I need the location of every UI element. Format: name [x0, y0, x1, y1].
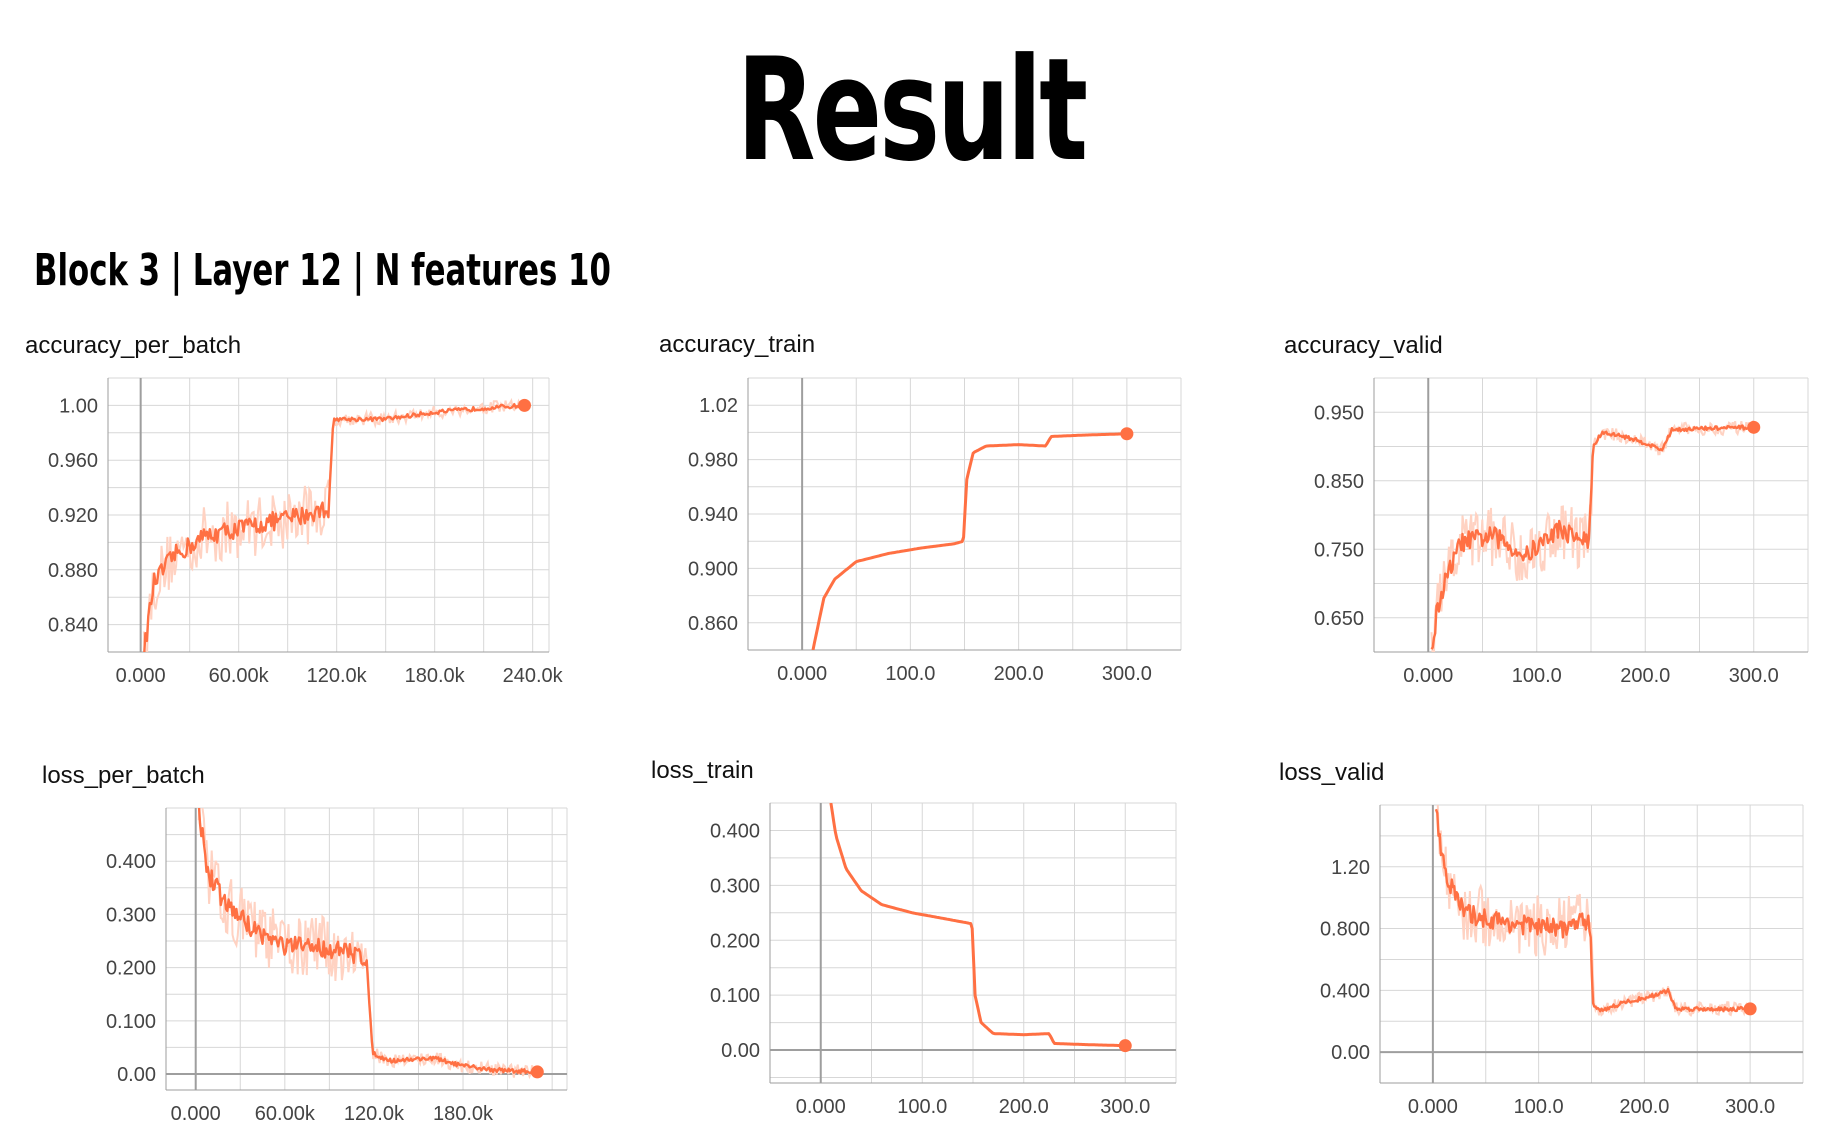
y-tick-label: 0.960	[48, 450, 98, 472]
x-tick-label: 0.000	[116, 665, 166, 687]
x-tick-label: 200.0	[1620, 665, 1670, 687]
chart-title: loss_train	[651, 757, 754, 784]
x-tick-label: 200.0	[1619, 1096, 1669, 1118]
y-tick-label: 1.02	[699, 395, 738, 417]
y-tick-label: 0.300	[710, 875, 760, 897]
x-tick-label: 60.00k	[209, 665, 270, 687]
x-tick-label: 180.0k	[405, 665, 466, 687]
last-value-point[interactable]	[530, 1065, 544, 1079]
y-tick-label: 0.900	[688, 558, 738, 580]
x-tick-label: 100.0	[1512, 665, 1562, 687]
y-tick-label: 0.980	[688, 450, 738, 472]
smoothed-series-line	[1434, 808, 1752, 1013]
x-tick-label: 60.00k	[255, 1103, 316, 1125]
y-tick-label: 1.20	[1331, 857, 1370, 879]
smoothed-series-line	[197, 808, 539, 1075]
y-tick-label: 0.00	[721, 1040, 760, 1062]
x-tick-label: 100.0	[1514, 1096, 1564, 1118]
x-tick-label: 0.000	[796, 1096, 846, 1118]
last-value-point[interactable]	[1118, 1039, 1132, 1053]
x-tick-label: 180.0k	[433, 1103, 494, 1125]
smoothed-series-line	[811, 432, 1127, 650]
y-tick-label: 0.400	[1320, 980, 1370, 1002]
y-tick-label: 0.200	[710, 930, 760, 952]
chart-loss-train: loss_train 0.000 100.0 200.0 300.0 0.00 0.100 0…	[651, 757, 1177, 1118]
y-tick-label: 0.800	[1320, 919, 1370, 941]
x-tick-label: 0.000	[1408, 1096, 1458, 1118]
chart-loss-valid: loss_valid 0.000 100.0 200.0 300.0 0.00 0.400 0…	[1279, 759, 1804, 1118]
smoothed-series-line	[143, 402, 526, 652]
y-tick-label: 1.00	[59, 395, 98, 417]
y-tick-label: 0.650	[1314, 608, 1364, 630]
x-tick-label: 120.0k	[344, 1103, 405, 1125]
y-tick-label: 0.950	[1314, 402, 1364, 424]
x-tick-label: 300.0	[1102, 663, 1152, 685]
chart-accuracy-valid: accuracy_valid 0.000 100.0 200.0 300.0 0.650 0…	[1284, 332, 1809, 687]
last-value-point[interactable]	[1747, 420, 1761, 434]
y-tick-label: 0.200	[106, 958, 156, 980]
y-tick-label: 0.00	[1331, 1042, 1370, 1064]
x-tick-label: 100.0	[885, 663, 935, 685]
x-tick-label: 0.000	[1403, 665, 1453, 687]
x-tick-label: 200.0	[994, 663, 1044, 685]
chart-title: accuracy_per_batch	[25, 332, 241, 359]
y-tick-label: 0.850	[1314, 471, 1364, 493]
y-tick-label: 0.300	[106, 904, 156, 926]
y-tick-label: 0.750	[1314, 539, 1364, 561]
chart-title: accuracy_valid	[1284, 332, 1443, 359]
x-tick-label: 300.0	[1729, 665, 1779, 687]
smoothed-series-line	[829, 803, 1126, 1048]
last-value-point[interactable]	[518, 398, 531, 412]
section-subtitle: Block 3 | Layer 12 | N features 10	[34, 245, 611, 296]
chart-title: accuracy_train	[659, 331, 815, 358]
last-value-point[interactable]	[1743, 1002, 1757, 1016]
y-tick-label: 0.400	[710, 820, 760, 842]
y-tick-label: 0.920	[48, 505, 98, 527]
smoothed-series-line	[1430, 424, 1754, 650]
chart-loss-per-batch: loss_per_batch 0.000 60.00k 120.0k 180.0k 0.0…	[42, 762, 568, 1125]
x-tick-label: 240.0k	[503, 665, 564, 687]
y-tick-label: 0.860	[688, 613, 738, 635]
y-tick-label: 0.840	[48, 615, 98, 637]
y-tick-label: 0.00	[117, 1064, 156, 1086]
x-tick-label: 300.0	[1725, 1096, 1775, 1118]
chart-accuracy-train: accuracy_train 0.000 100.0 200.0 300.0 0.860 0…	[659, 331, 1182, 685]
x-tick-label: 0.000	[777, 663, 827, 685]
y-tick-label: 0.100	[710, 985, 760, 1007]
chart-title: loss_valid	[1279, 759, 1384, 786]
y-tick-label: 0.940	[688, 504, 738, 526]
x-tick-label: 100.0	[897, 1096, 947, 1118]
y-tick-label: 0.100	[106, 1011, 156, 1033]
chart-title: loss_per_batch	[42, 762, 205, 789]
y-tick-label: 0.400	[106, 851, 156, 873]
x-tick-label: 300.0	[1100, 1096, 1150, 1118]
page-title: Result	[736, 28, 1088, 193]
x-tick-label: 0.000	[171, 1103, 221, 1125]
x-tick-label: 200.0	[999, 1096, 1049, 1118]
chart-accuracy-per-batch: accuracy_per_batch 0.000 60.00k 120.0k 180.0…	[25, 332, 564, 687]
last-value-point[interactable]	[1120, 427, 1134, 441]
y-tick-label: 0.880	[48, 560, 98, 582]
x-tick-label: 120.0k	[307, 665, 368, 687]
